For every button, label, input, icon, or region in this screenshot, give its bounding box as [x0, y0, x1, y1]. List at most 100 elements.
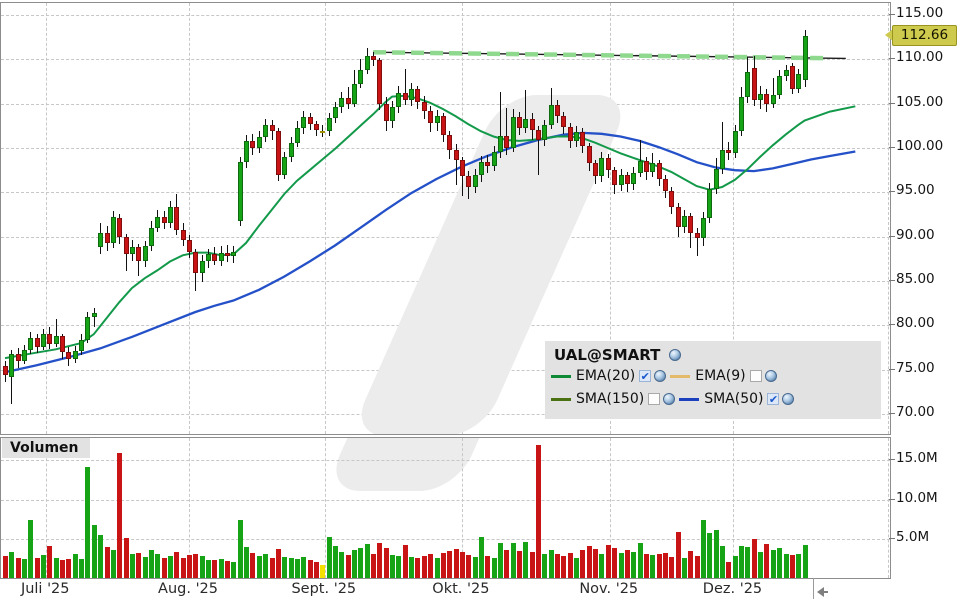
legend-items: EMA(20) ✔ EMA(9) SMA(150) SMA(50) ✔	[545, 366, 881, 407]
volume-bar	[295, 559, 300, 578]
volume-bar	[136, 552, 141, 578]
volume-bar	[574, 557, 579, 578]
globe-icon[interactable]	[669, 349, 682, 361]
volume-bar	[720, 546, 725, 578]
price-tickmark	[889, 413, 895, 414]
volume-bar	[790, 555, 795, 578]
candle-body	[327, 117, 332, 132]
volume-bar	[162, 557, 167, 578]
volume-bar	[219, 559, 224, 578]
candle-body	[187, 240, 192, 252]
volume-gridline	[1, 460, 890, 462]
legend-checkbox[interactable]	[648, 393, 661, 405]
candle-body	[365, 55, 370, 70]
candle-body	[333, 107, 338, 118]
volume-bar	[784, 554, 789, 578]
volume-bar	[504, 550, 509, 578]
candle-body	[638, 161, 643, 173]
globe-icon[interactable]	[782, 393, 795, 405]
candle-body	[41, 334, 46, 347]
month-label: Dez. '25	[702, 581, 763, 597]
volume-bar	[409, 556, 414, 578]
month-gridline	[733, 3, 735, 434]
volume-bar	[707, 533, 712, 578]
volume-bar	[511, 543, 516, 578]
candle-body	[688, 216, 693, 234]
volume-bar	[492, 557, 497, 578]
volume-bar	[225, 560, 230, 578]
candle-body	[225, 252, 230, 257]
scroll-left-arrow-icon[interactable]	[817, 587, 824, 597]
candle-body	[270, 124, 275, 132]
volume-bar	[460, 552, 465, 578]
volume-bar	[346, 555, 351, 578]
price-tickmark	[889, 191, 895, 193]
candle-body	[403, 93, 408, 101]
month-gridline	[609, 3, 611, 434]
month-label: Okt. '25	[432, 581, 490, 597]
volume-bar	[371, 553, 376, 578]
candle-body	[244, 140, 249, 163]
candle-body	[257, 137, 262, 148]
candle-body	[784, 69, 789, 77]
current-price-tag: 112.66	[892, 24, 957, 46]
candle-body	[79, 339, 84, 352]
globe-icon[interactable]	[654, 370, 667, 382]
candle-body	[714, 169, 719, 189]
volume-bar	[54, 558, 59, 578]
price-tick-label: 110.00	[896, 49, 944, 66]
candle-body	[447, 134, 452, 150]
candle-body	[745, 71, 750, 98]
volume-bar	[79, 559, 84, 578]
candle-body	[796, 74, 801, 89]
candle-body	[162, 217, 167, 224]
volume-bar	[130, 554, 135, 578]
legend-checkbox[interactable]: ✔	[767, 393, 780, 406]
candle-wick	[506, 108, 507, 156]
volume-bar	[124, 537, 129, 578]
legend-swatch	[670, 374, 691, 378]
price-tickmark	[889, 58, 895, 60]
price-tick-label: 100.00	[896, 138, 944, 154]
month-gridline	[733, 438, 735, 578]
volume-bar	[473, 556, 478, 578]
candle-body	[758, 93, 763, 101]
volume-bar	[3, 556, 8, 578]
legend-checkbox[interactable]	[749, 370, 762, 382]
candle-body	[35, 337, 40, 347]
volume-bar	[739, 545, 744, 578]
volume-bar	[339, 552, 344, 578]
candle-body	[606, 157, 611, 171]
price-chart-panel	[0, 2, 891, 435]
volume-bar	[111, 550, 116, 578]
volume-bar	[657, 554, 662, 578]
candle-body	[631, 172, 636, 185]
volume-bar	[415, 557, 420, 578]
candle-wick	[11, 350, 12, 405]
candle-wick	[348, 86, 349, 109]
candle-body	[377, 60, 382, 104]
globe-icon[interactable]	[663, 393, 676, 405]
volume-bar	[250, 552, 255, 578]
candle-body	[726, 149, 731, 154]
volume-bar	[270, 557, 275, 578]
candle-body	[555, 105, 560, 117]
volume-bar	[206, 559, 211, 578]
watermark-logo-volume	[323, 438, 633, 491]
volume-bar	[479, 536, 484, 578]
candle-body	[384, 103, 389, 122]
candle-body	[511, 116, 516, 148]
legend-checkbox[interactable]: ✔	[639, 370, 652, 383]
axis-scroll-divider	[813, 578, 814, 599]
volume-bar	[22, 559, 27, 578]
volume-bar	[454, 548, 459, 578]
candle-wick	[525, 90, 526, 133]
volume-bar	[327, 536, 332, 578]
globe-icon[interactable]	[764, 370, 777, 382]
candle-body	[460, 159, 465, 177]
volume-bar	[561, 556, 566, 578]
candle-body	[435, 116, 440, 124]
volume-bar	[549, 550, 554, 578]
price-tick-label: 70.00	[896, 404, 935, 420]
